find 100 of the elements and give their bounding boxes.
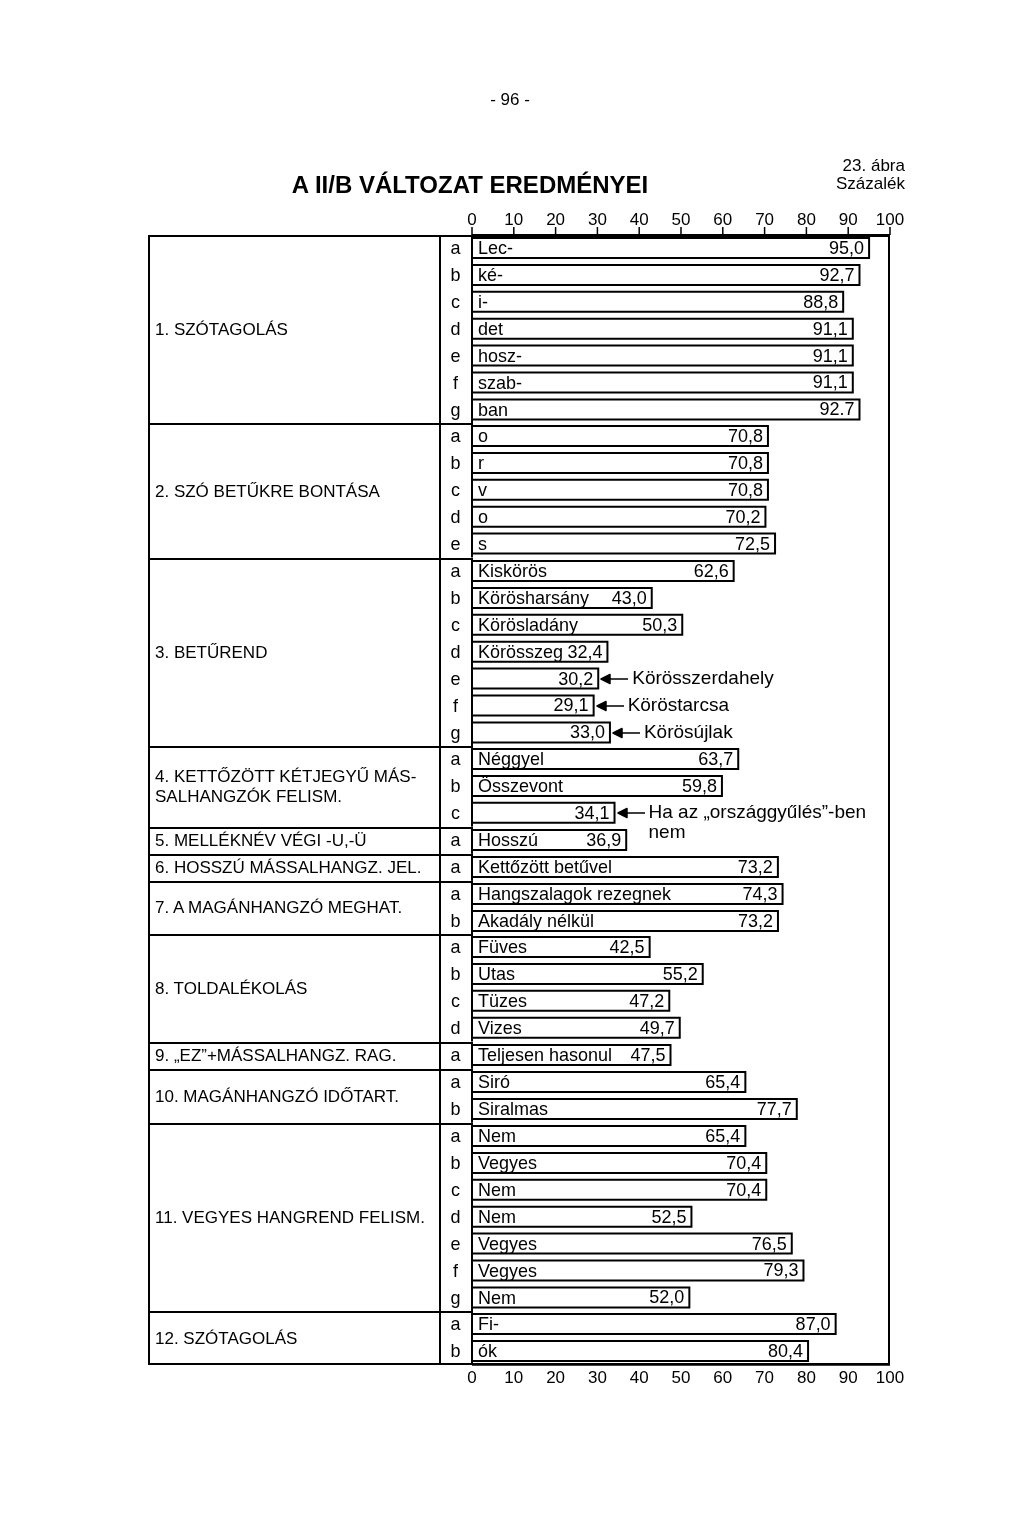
data-label: 52,0 xyxy=(649,1287,685,1308)
x-tick-label: 30 xyxy=(587,210,607,229)
data-label: 87,0 xyxy=(795,1314,831,1334)
y-tick-label: d det xyxy=(450,319,504,340)
y-tick-label: b Siralmas xyxy=(450,1099,548,1120)
annotation: Köröstarcsa xyxy=(627,693,729,715)
y-tick-label: b r xyxy=(450,453,484,474)
y-tick-label: a Néggyel xyxy=(450,749,544,770)
data-label: 65,4 xyxy=(705,1071,741,1092)
text: 23. ábra xyxy=(842,156,905,175)
y-axis-title: 2. SZÓ BETŰKRE BONTÁSA xyxy=(155,481,380,502)
y-tick-label: f Vegyes xyxy=(453,1260,537,1281)
y-tick-label: a Nem xyxy=(450,1126,516,1147)
x-tick-label: 70 xyxy=(755,1367,775,1387)
y-tick-label: b Utas xyxy=(450,964,515,985)
data-label: 42,5 xyxy=(609,937,645,958)
y-tick-label: c v xyxy=(451,480,487,501)
x-tick-label: 40 xyxy=(629,1367,649,1387)
data-label: 74,3 xyxy=(742,883,778,904)
data-label: 92,7 xyxy=(819,264,855,285)
y-tick-label: e Vegyes xyxy=(450,1233,537,1254)
data-label: 29,1 xyxy=(553,695,589,716)
data-label: 70,8 xyxy=(727,453,763,474)
y-axis-title: 1. SZÓTAGOLÁS xyxy=(155,320,288,341)
y-tick-label: f xyxy=(453,695,459,716)
data-label: 70,8 xyxy=(727,480,763,501)
data-label: 65,4 xyxy=(705,1125,741,1146)
y-tick-label: c Nem xyxy=(451,1179,516,1200)
x-tick-label: 30 xyxy=(587,1367,607,1387)
data-label: 36,9 xyxy=(586,829,622,850)
x-tick-label: 90 xyxy=(838,210,858,229)
data-label: 59,8 xyxy=(681,775,717,796)
y-tick-label: g Nem xyxy=(450,1287,516,1308)
data-label: 91,1 xyxy=(812,345,848,366)
annotation: Körösújlak xyxy=(643,720,733,742)
x-tick-label: 70 xyxy=(755,210,775,229)
x-tick-label: 80 xyxy=(796,210,816,229)
x-tick-label: 90 xyxy=(838,1367,858,1387)
x-tick-label: 20 xyxy=(546,210,566,229)
data-label: 43,0 xyxy=(611,587,647,608)
x-tick-label: 0 xyxy=(467,210,477,229)
y-tick-label: d Körösszeg xyxy=(450,641,563,662)
data-label: 88,8 xyxy=(803,291,839,312)
x-tick-label: 40 xyxy=(629,210,649,229)
y-tick-label: c i- xyxy=(451,292,488,313)
data-label: 63,7 xyxy=(698,749,734,770)
data-label: 50,3 xyxy=(642,614,678,635)
y-tick-label: f szab- xyxy=(453,372,522,393)
data-label: 52,5 xyxy=(651,1206,687,1227)
data-label: 62,6 xyxy=(693,560,729,581)
y-tick-label: a Füves xyxy=(450,937,527,958)
y-tick-label: g ban xyxy=(450,399,509,420)
x-tick-label: 80 xyxy=(796,1367,816,1387)
y-tick-label: a Lec- xyxy=(450,238,513,259)
data-label: 49,7 xyxy=(639,1018,675,1039)
y-tick-label: a Fi- xyxy=(450,1314,499,1335)
x-tick-label: 60 xyxy=(713,1367,733,1387)
y-tick-label: e hosz- xyxy=(450,346,522,367)
data-label: 30,2 xyxy=(558,668,594,689)
y-axis-title: 12. SZÓTAGOLÁS xyxy=(155,1328,298,1349)
x-tick-label: 50 xyxy=(671,210,691,229)
y-axis-title: 3. BETŰREND xyxy=(155,642,268,663)
y-tick-label: a Hosszú xyxy=(450,830,538,851)
y-tick-label: c Tüzes xyxy=(451,991,527,1012)
annotation: Körösszerdahely xyxy=(632,666,774,688)
data-label: 47,5 xyxy=(630,1045,666,1065)
annotation: Ha az „országgyűlés”-ben nem xyxy=(648,801,868,843)
x-tick-label: 60 xyxy=(713,210,733,229)
data-label: 72,5 xyxy=(735,533,771,554)
y-tick-label: b Vegyes xyxy=(450,1153,537,1174)
y-axis-title: 9. „EZ”+MÁSSALHANGZ. RAG. xyxy=(155,1046,397,1067)
data-label: 32,4 xyxy=(567,641,603,662)
y-tick-label: e xyxy=(450,668,461,689)
x-tick-label: 100 xyxy=(875,1367,905,1387)
y-tick-label: b ké- xyxy=(450,265,503,286)
data-label: 73,2 xyxy=(737,856,773,877)
y-axis-title: 10. MAGÁNHANGZÓ IDŐTART. xyxy=(155,1086,400,1107)
y-tick-label: e s xyxy=(450,534,487,555)
x-tick-label: 0 xyxy=(467,1367,477,1387)
data-label: 76,5 xyxy=(751,1233,787,1254)
x-axis-title: Százalék xyxy=(836,174,905,193)
y-tick-label: c xyxy=(451,803,461,824)
y-tick-label: a Kettőzött betűvel xyxy=(450,857,612,878)
y-tick-label: c Körösladány xyxy=(451,615,578,636)
y-axis-title: 11. VEGYES HANGREND FELISM. xyxy=(155,1207,425,1228)
data-label: 91,1 xyxy=(812,372,848,393)
data-label: 91,1 xyxy=(812,318,848,339)
y-tick-label: a Kiskörös xyxy=(450,561,547,582)
y-tick-label: a Hangszalagok rezegnek xyxy=(450,884,672,905)
data-label: 79,3 xyxy=(763,1260,799,1281)
y-tick-label: b Akadály nélkül xyxy=(450,910,594,931)
y-tick-label: a Teljesen hasonul xyxy=(450,1045,612,1066)
y-tick-label: g xyxy=(450,722,461,743)
data-label: 95,0 xyxy=(829,238,865,258)
data-label: 34,1 xyxy=(574,802,610,823)
x-tick-label: 10 xyxy=(504,1367,524,1387)
data-label: 33,0 xyxy=(569,722,605,743)
y-axis-title: 4. KETTŐZÖTT KÉTJEGYŰ MÁS-SALHANGZÓK FELISM. xyxy=(155,767,418,808)
chart-title: A II/B VÁLTOZAT EREDMÉNYEI xyxy=(291,171,649,198)
y-tick-label: a Siró xyxy=(450,1072,510,1093)
